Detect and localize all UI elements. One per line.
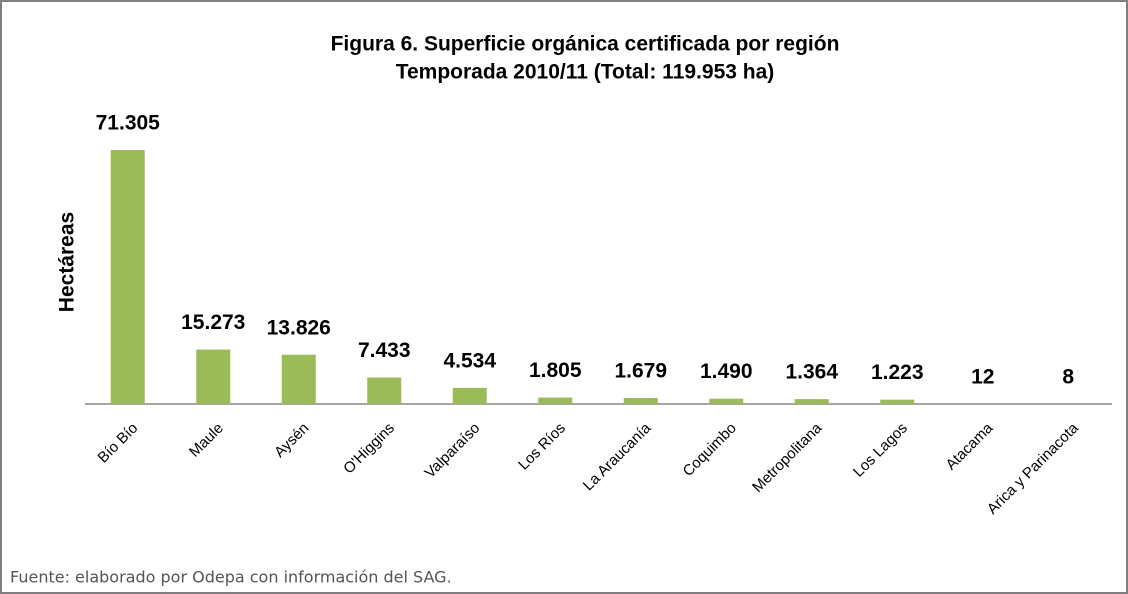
chart-subtitle: Temporada 2010/11 (Total: 119.953 ha) xyxy=(396,61,775,84)
bar xyxy=(880,399,915,404)
value-label: 1.679 xyxy=(614,360,667,383)
bar xyxy=(794,399,829,404)
value-label: 13.826 xyxy=(267,316,331,339)
value-label: 1.223 xyxy=(871,361,924,384)
bar xyxy=(281,354,316,404)
value-label: 15.273 xyxy=(181,311,245,334)
bar xyxy=(196,349,231,404)
chart-title: Figura 6. Superficie orgánica certificad… xyxy=(331,33,840,56)
footer: Fuente: elaborado por Odepa con informac… xyxy=(10,568,452,587)
value-label: 1.364 xyxy=(785,361,838,384)
bar xyxy=(709,398,744,404)
y-axis-label: Hectáreas xyxy=(56,212,79,312)
value-label: 8 xyxy=(1062,366,1074,389)
value-label: 7.433 xyxy=(358,339,411,362)
bar xyxy=(538,397,573,404)
bar xyxy=(623,398,658,404)
value-label: 4.534 xyxy=(443,349,496,372)
bar xyxy=(452,387,487,404)
bar xyxy=(110,150,145,404)
value-label: 1.805 xyxy=(529,359,582,382)
value-label: 71.305 xyxy=(96,112,161,135)
bar xyxy=(367,377,402,404)
value-label: 12 xyxy=(971,366,994,389)
value-label: 1.490 xyxy=(700,360,753,383)
